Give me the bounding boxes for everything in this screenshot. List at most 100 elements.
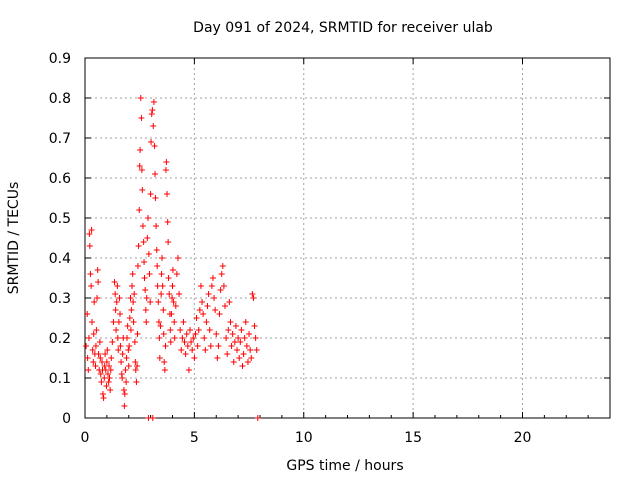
data-point: [161, 359, 168, 365]
data-point: [119, 375, 126, 381]
data-point: [102, 351, 109, 357]
data-point: [190, 335, 197, 341]
data-point: [84, 355, 91, 361]
data-point: [202, 347, 209, 353]
y-tick-label: 0: [62, 411, 71, 427]
data-point: [125, 363, 132, 369]
data-point: [154, 283, 161, 289]
data-point: [160, 331, 167, 337]
data-point: [217, 287, 224, 293]
data-point: [153, 247, 160, 253]
y-tick-label: 0.8: [49, 91, 71, 107]
data-point: [162, 167, 169, 173]
y-tick-label: 0.3: [49, 291, 71, 307]
data-point: [149, 107, 156, 113]
data-point: [106, 363, 113, 369]
data-point: [87, 271, 94, 277]
y-tick-label: 0.1: [49, 371, 71, 387]
data-point: [100, 395, 107, 401]
data-point: [134, 331, 141, 337]
data-point: [83, 343, 90, 349]
data-point: [246, 331, 253, 337]
data-point: [159, 255, 165, 261]
data-point: [95, 279, 102, 285]
data-point: [234, 347, 241, 353]
data-point: [148, 111, 155, 117]
data-point: [141, 275, 148, 281]
data-point: [131, 291, 138, 297]
data-point: [171, 335, 178, 341]
data-point: [204, 303, 211, 309]
data-point: [89, 319, 95, 325]
data-point: [157, 323, 164, 329]
data-point: [127, 295, 134, 301]
data-point: [117, 343, 124, 349]
data-point: [144, 235, 151, 241]
data-point: [247, 347, 254, 353]
data-point: [191, 355, 198, 361]
data-point: [136, 207, 143, 213]
data-point: [92, 363, 99, 369]
data-point: [254, 415, 261, 421]
data-point: [146, 271, 153, 277]
data-point: [114, 283, 121, 289]
data-point: [121, 391, 128, 397]
data-point: [222, 303, 228, 309]
data-point: [118, 359, 125, 365]
data-point: [193, 315, 200, 321]
data-point: [177, 327, 184, 333]
data-point: [123, 379, 130, 385]
data-point: [152, 171, 158, 177]
data-point: [174, 255, 181, 261]
data-point: [248, 355, 255, 361]
data-point: [138, 115, 145, 121]
data-point: [135, 243, 142, 249]
data-point: [134, 263, 141, 269]
data-point: [160, 307, 167, 313]
data-point: [104, 371, 111, 377]
data-point: [226, 299, 233, 305]
data-point: [129, 271, 136, 277]
data-point: [171, 319, 178, 325]
data-point: [112, 291, 119, 297]
data-point: [229, 331, 236, 337]
data-point: [103, 383, 110, 389]
data-point: [166, 291, 173, 297]
data-point: [128, 307, 135, 313]
data-point: [90, 359, 97, 365]
data-point: [141, 259, 148, 265]
data-point: [88, 227, 95, 233]
data-point: [106, 375, 113, 381]
data-point: [156, 355, 163, 361]
data-point: [115, 347, 122, 353]
data-point: [163, 159, 170, 165]
y-axis-title: SRMTID / TECUs: [6, 182, 22, 295]
data-point: [151, 143, 158, 149]
data-point: [153, 223, 160, 229]
data-point: [85, 367, 92, 373]
data-point: [90, 331, 97, 337]
x-tick-label: 0: [81, 430, 90, 446]
data-point: [195, 327, 202, 333]
data-point: [181, 339, 188, 345]
data-point: [129, 283, 136, 289]
data-point: [99, 391, 106, 397]
data-point: [169, 267, 176, 273]
data-point: [224, 351, 231, 357]
y-tick-label: 0.5: [49, 211, 71, 227]
data-point: [101, 375, 108, 381]
data-point: [170, 299, 177, 305]
data-point: [164, 219, 171, 225]
data-point: [172, 303, 179, 309]
data-point: [252, 335, 259, 341]
data-point: [94, 267, 101, 273]
data-point: [211, 295, 218, 301]
data-point: [176, 291, 183, 297]
y-tick-label: 0.4: [49, 251, 71, 267]
data-point: [102, 367, 109, 373]
data-point: [241, 335, 248, 341]
data-point: [143, 319, 150, 325]
data-point: [140, 239, 147, 245]
data-point: [199, 299, 206, 305]
data-point: [89, 347, 96, 353]
